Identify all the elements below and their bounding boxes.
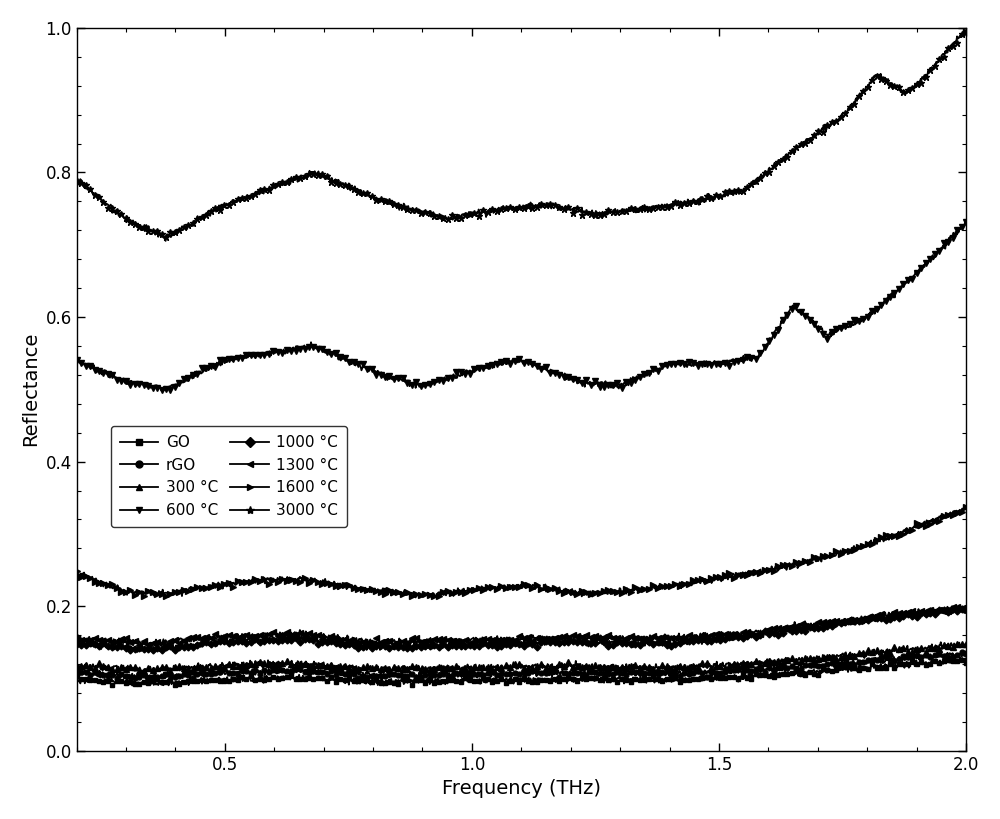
X-axis label: Frequency (THz): Frequency (THz) xyxy=(442,779,601,799)
Legend: GO, rGO, 300 °C, 600 °C, 1000 °C, 1300 °C, 1600 °C, 3000 °C: GO, rGO, 300 °C, 600 °C, 1000 °C, 1300 °… xyxy=(111,426,347,527)
Y-axis label: Reflectance: Reflectance xyxy=(21,332,40,446)
